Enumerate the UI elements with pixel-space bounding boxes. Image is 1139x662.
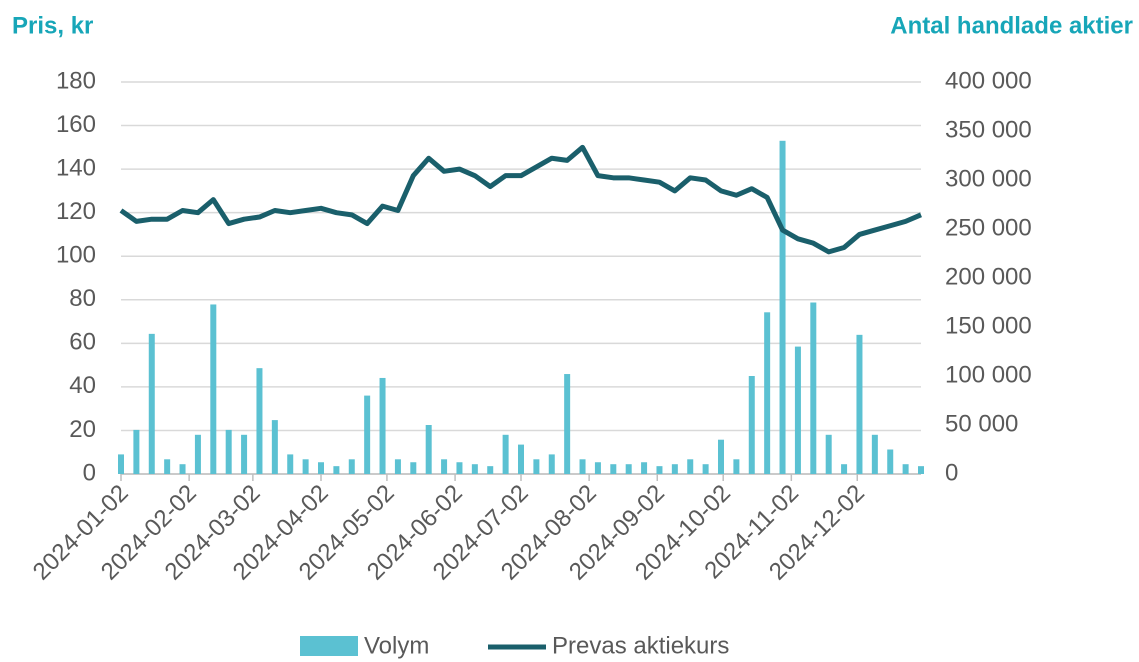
bar	[902, 464, 909, 474]
bar	[133, 429, 140, 474]
y2-tick-label: 400 000	[945, 67, 1032, 94]
bar	[318, 462, 324, 474]
bar	[194, 434, 201, 474]
bar	[271, 420, 278, 474]
y-tick-label: 20	[69, 416, 96, 443]
bar	[302, 459, 309, 474]
legend-swatch	[300, 636, 358, 656]
bar	[487, 466, 494, 474]
bar	[333, 466, 340, 474]
y2-tick-label: 0	[945, 459, 958, 486]
bar	[179, 464, 186, 474]
bar	[564, 374, 571, 474]
y-tick-label: 140	[56, 154, 96, 181]
y2-tick-label: 150 000	[945, 312, 1032, 339]
grid	[121, 81, 921, 475]
y-tick-label: 60	[69, 329, 96, 356]
bar	[502, 434, 509, 474]
bar	[425, 425, 432, 474]
bar	[733, 459, 740, 474]
bar	[256, 368, 263, 474]
y-tick-label: 180	[56, 67, 96, 94]
bar	[348, 459, 355, 474]
bar	[625, 464, 632, 474]
bar	[241, 434, 248, 474]
bar	[871, 434, 878, 474]
y2-tick-label: 300 000	[945, 165, 1032, 192]
bar	[456, 462, 463, 474]
bar	[364, 395, 371, 474]
bar	[394, 459, 401, 474]
y2-axis-title: Antal handlade aktier	[890, 12, 1133, 39]
bar	[518, 444, 524, 474]
bar	[379, 377, 386, 474]
bar	[825, 434, 832, 474]
bar	[887, 449, 894, 474]
y-tick-label: 100	[56, 242, 96, 269]
y-tick-label: 40	[69, 372, 96, 399]
y-tick-label: 120	[56, 198, 96, 225]
bar	[533, 459, 540, 474]
y-tick-label: 0	[83, 459, 96, 486]
bar	[748, 376, 755, 474]
bar	[225, 429, 232, 474]
bar	[410, 462, 417, 474]
y2-tick-label: 200 000	[945, 263, 1032, 290]
bar	[810, 302, 817, 474]
bar	[671, 464, 678, 474]
bar	[764, 312, 771, 474]
y2-tick-label: 50 000	[945, 410, 1018, 437]
legend-label: Prevas aktiekurs	[552, 632, 729, 659]
y-tick-label: 80	[69, 285, 96, 312]
bar	[287, 454, 294, 474]
bar	[118, 454, 124, 474]
bar	[164, 459, 171, 474]
bar	[441, 459, 448, 474]
bar	[148, 333, 155, 474]
line	[119, 144, 922, 255]
bar	[702, 464, 709, 474]
y2-tick-label: 100 000	[945, 361, 1032, 388]
bar	[841, 464, 848, 474]
bar	[794, 346, 801, 474]
bar	[471, 464, 478, 474]
y2-tick-label: 250 000	[945, 214, 1032, 241]
bar	[210, 304, 217, 474]
y-tick-label: 160	[56, 111, 96, 138]
y2-tick-label: 350 000	[945, 116, 1032, 143]
legend-label: Volym	[364, 632, 429, 659]
bar	[579, 459, 586, 474]
bar	[594, 462, 601, 474]
bar	[918, 466, 924, 474]
bar	[779, 140, 786, 475]
bar	[856, 334, 863, 474]
bar	[718, 439, 724, 474]
bar	[656, 466, 663, 474]
bar	[641, 462, 648, 474]
y-axis-title: Pris, kr	[12, 12, 93, 39]
bar	[687, 459, 694, 474]
bar	[548, 454, 555, 474]
bar	[610, 464, 617, 474]
